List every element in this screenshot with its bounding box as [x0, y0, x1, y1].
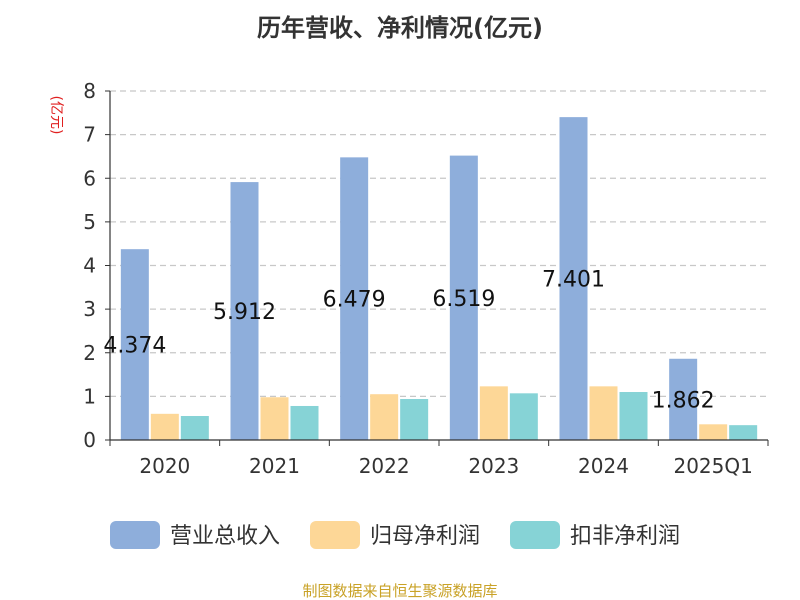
bar-2-2023[interactable]	[479, 386, 508, 440]
bar-1-2024[interactable]	[559, 117, 588, 440]
data-labels: 4.374 5.912 6.479 6.519 7.401 1.862	[103, 268, 714, 414]
bars-group	[120, 117, 758, 441]
data-label: 4.374	[103, 334, 166, 359]
bar-2-2025Q1[interactable]	[699, 424, 728, 440]
legend-swatch	[310, 521, 360, 549]
y-tick-label: 1	[83, 384, 96, 408]
bar-2-2024[interactable]	[589, 386, 618, 440]
data-label: 1.862	[652, 388, 715, 413]
bar-3-2024[interactable]	[619, 392, 648, 440]
bar-1-2023[interactable]	[449, 155, 478, 440]
x-tick-label: 2022	[359, 454, 410, 478]
data-label: 6.479	[323, 288, 386, 313]
bar-1-2022[interactable]	[340, 157, 369, 440]
x-tick-label: 2025Q1	[673, 454, 752, 478]
bar-3-2020[interactable]	[180, 416, 209, 440]
y-tick-label: 6	[83, 166, 96, 190]
legend-item[interactable]: 营业总收入	[110, 521, 280, 549]
y-axis-unit: (亿元)	[48, 96, 64, 135]
data-label: 5.912	[213, 300, 276, 325]
bar-2-2021[interactable]	[260, 397, 289, 440]
legend[interactable]: 营业总收入 归母净利润 扣非净利润	[110, 521, 680, 549]
chart-title: 历年营收、净利情况(亿元)	[257, 14, 543, 42]
y-tick-label: 8	[83, 79, 96, 103]
y-tick-label: 4	[83, 254, 96, 278]
bar-3-2022[interactable]	[400, 398, 429, 440]
data-label: 6.519	[432, 287, 495, 312]
bar-2-2022[interactable]	[370, 394, 399, 440]
x-tick-label: 2020	[139, 454, 190, 478]
data-label: 7.401	[542, 268, 605, 293]
y-tick-label: 7	[83, 123, 96, 147]
bar-3-2025Q1[interactable]	[729, 425, 758, 440]
legend-label: 营业总收入	[170, 524, 280, 549]
grid-lines	[110, 90, 768, 397]
y-tick-label: 3	[83, 297, 96, 321]
legend-label: 扣非净利润	[570, 524, 680, 549]
y-tick-label: 5	[83, 210, 96, 234]
bar-2-2020[interactable]	[150, 413, 179, 440]
bar-3-2023[interactable]	[509, 393, 538, 440]
legend-item[interactable]: 归母净利润	[310, 521, 480, 549]
y-tick-label: 0	[83, 428, 96, 452]
legend-swatch	[510, 521, 560, 549]
legend-swatch	[110, 521, 160, 549]
x-tick-label: 2021	[249, 454, 300, 478]
legend-item[interactable]: 扣非净利润	[510, 521, 680, 549]
axes: 0 1 2 3 4 5 6 7 8 2020 2021 2022 2023 2024 2025Q1	[83, 79, 769, 478]
x-tick-label: 2023	[468, 454, 519, 478]
bar-1-2021[interactable]	[230, 182, 259, 441]
legend-label: 归母净利润	[370, 524, 480, 549]
y-tick-label: 2	[83, 341, 96, 365]
bar-1-2025Q1[interactable]	[669, 358, 698, 440]
x-tick-label: 2024	[578, 454, 629, 478]
source-note: 制图数据来自恒生聚源数据库	[302, 582, 497, 600]
bar-1-2020[interactable]	[120, 249, 149, 440]
bar-3-2021[interactable]	[290, 405, 319, 440]
